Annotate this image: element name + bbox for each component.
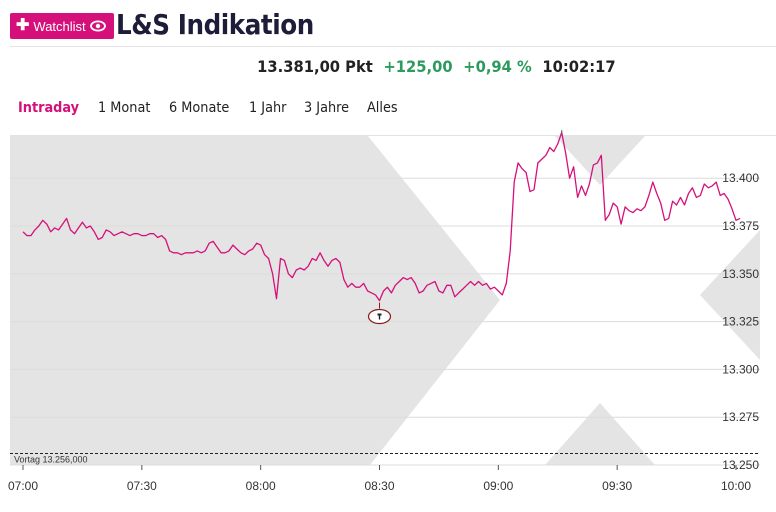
- quote-price: 13.381,00 Pkt: [257, 57, 374, 76]
- tab-alles[interactable]: Alles: [366, 100, 398, 116]
- header: ✚ Watchlist L&S Indikation: [0, 0, 776, 84]
- quote-time: 10:02:17: [542, 57, 616, 76]
- quote-line: 13.381,00 Pkt +125,00 +0,94 % 10:02:17: [258, 57, 616, 76]
- previous-close-label: Vortag 13.256,000: [14, 455, 88, 465]
- header-divider: [10, 46, 776, 47]
- x-axis: 07:00 07:30 08:00 08:30 09:00 09:30 10:00: [8, 465, 751, 493]
- x-tick-label: 08:00: [246, 479, 276, 493]
- quote-change-pct: +0,94 %: [463, 57, 533, 76]
- tab-1-jahr[interactable]: 1 Jahr: [248, 100, 287, 116]
- tabs-divider: [10, 135, 776, 136]
- eye-icon: [89, 18, 106, 34]
- x-tick-label: 08:30: [364, 479, 394, 493]
- watermark-logo: [10, 136, 760, 465]
- watermark-shape-bottom: [545, 403, 655, 465]
- x-tick-label: 07:00: [8, 479, 38, 493]
- series-line: [22, 131, 741, 302]
- y-tick-label: 13.250: [722, 458, 759, 472]
- watermark-shape-right: [700, 230, 760, 360]
- y-tick-label: 13.350: [722, 267, 759, 281]
- y-tick-label: 13.400: [722, 171, 759, 185]
- quote-change-abs: +125,00: [383, 57, 453, 76]
- watchlist-label: Watchlist: [33, 18, 86, 34]
- x-tick-label: 09:00: [483, 479, 513, 493]
- watermark-shape-top: [555, 136, 645, 185]
- grid-lines: [10, 177, 760, 466]
- y-tick-label: 13.375: [722, 219, 759, 233]
- watermark-shape-left: [10, 136, 500, 465]
- y-axis: 13.250 13.275 13.300 13.325 13.350 13.375 13.4…: [722, 171, 759, 472]
- x-tick-label: 07:30: [127, 479, 157, 493]
- range-tabs: Intraday 1 Monat 6 Monate 1 Jahr 3 Jahre…: [18, 100, 400, 116]
- x-tick-label: 09:30: [602, 479, 632, 493]
- tab-1-monat[interactable]: 1 Monat: [98, 100, 151, 116]
- watchlist-button[interactable]: ✚ Watchlist: [10, 13, 114, 39]
- tab-3-jahre[interactable]: 3 Jahre: [303, 100, 349, 116]
- tab-intraday[interactable]: Intraday: [18, 100, 80, 116]
- plus-icon: ✚: [16, 17, 30, 34]
- y-tick-label: 13.275: [722, 410, 759, 424]
- intraday-chart[interactable]: 13.250 13.275 13.300 13.325 13.350 13.375 13.4…: [0, 130, 776, 512]
- y-tick-label: 13.300: [722, 362, 759, 376]
- series-layer: [22, 130, 741, 325]
- y-tick-label: 13.325: [722, 315, 759, 329]
- tab-6-monate[interactable]: 6 Monate: [169, 100, 230, 116]
- event-marker-icon: [377, 313, 382, 320]
- x-tick-label: 10:00: [721, 479, 751, 493]
- page-title: L&S Indikation: [116, 8, 314, 41]
